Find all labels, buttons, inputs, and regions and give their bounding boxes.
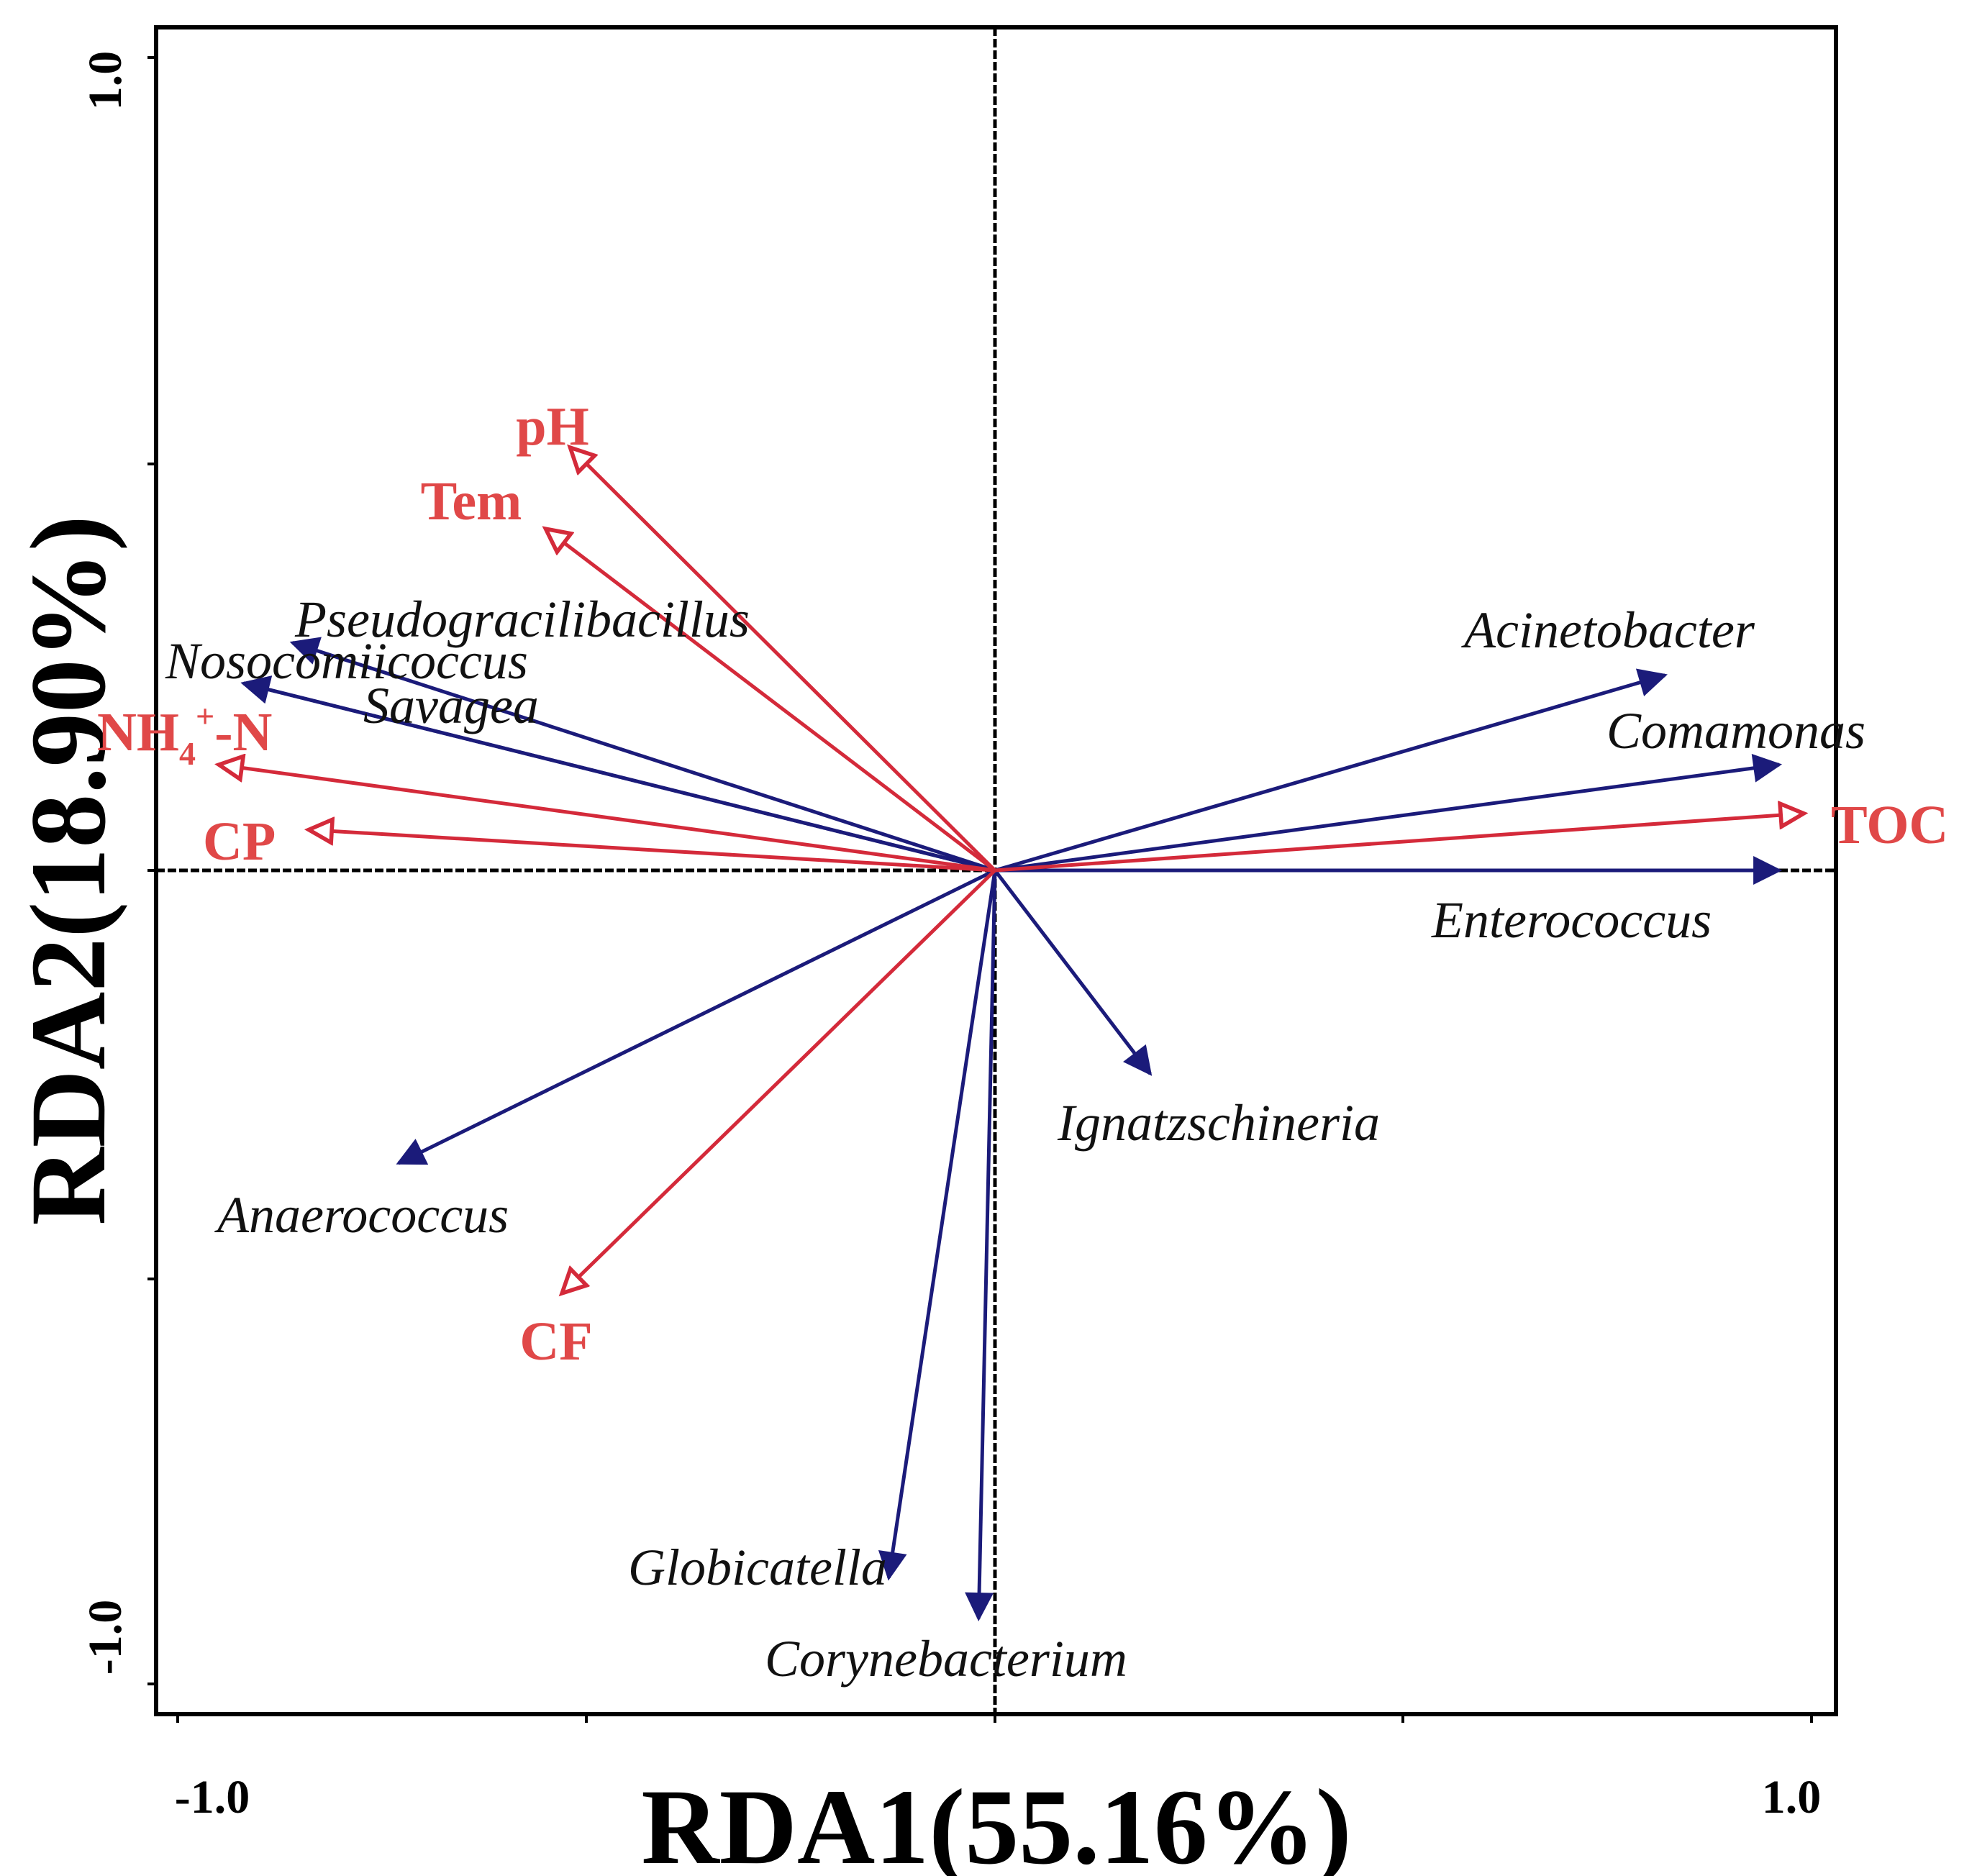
environment-labels: pH Tem NH4+-N CP TOC CF	[97, 396, 1948, 1372]
species-label-comamonas: Comamonas	[1606, 702, 1865, 760]
species-arrow-savagea	[240, 675, 996, 873]
x-axis-title: RDA1(55.16%)	[641, 1767, 1351, 1876]
species-arrow-pseudogracilibacillus	[289, 637, 996, 873]
species-label-anaerococcus: Anaerococcus	[214, 1186, 509, 1244]
y-axis-title: RDA2(18.90%)	[9, 515, 128, 1225]
species-arrow-comamonas	[994, 754, 1783, 873]
species-arrow-acinetobacter	[994, 668, 1668, 873]
y-tick-label-min: -1.0	[79, 1600, 132, 1675]
env-label-ph: pH	[516, 396, 588, 457]
y-tick-label-max: 1.0	[79, 51, 132, 111]
species-label-corynebacterium: Corynebacterium	[765, 1630, 1127, 1688]
species-arrows	[240, 637, 1783, 1622]
species-label-pseudogracilibacillus: Pseudogracilibacillus	[294, 591, 750, 648]
env-arrow-ph	[571, 447, 996, 872]
x-tick-label-max: 1.0	[1762, 1771, 1822, 1823]
species-label-globicatella: Globicatella	[628, 1539, 887, 1596]
species-arrow-globicatella	[878, 870, 997, 1581]
env-arrow-toc	[994, 814, 1804, 873]
env-label-nh4n: NH4+-N	[97, 698, 272, 772]
env-arrow-cf	[562, 869, 996, 1293]
env-label-cf: CF	[519, 1311, 592, 1372]
env-label-tem: Tem	[421, 471, 522, 532]
x-axis-ticks	[176, 1714, 1813, 1723]
y-axis-ticks	[147, 56, 156, 1685]
species-label-savagea: Savagea	[363, 677, 539, 734]
species-label-acinetobacter: Acinetobacter	[1461, 601, 1755, 659]
species-arrow-ignatzschineria	[994, 869, 1153, 1076]
env-arrow-tem	[545, 529, 996, 872]
species-arrow-corynebacterium	[965, 870, 997, 1622]
species-label-enterococcus: Enterococcus	[1431, 891, 1712, 949]
species-arrow-anaerococcus	[396, 868, 996, 1165]
species-label-nosocomiicoccus: Nosocomiicoccus	[165, 632, 528, 690]
env-label-cp: CP	[203, 811, 276, 872]
x-tick-label-min: -1.0	[175, 1771, 250, 1823]
environment-arrows	[219, 447, 1804, 1293]
species-label-ignatzschineria: Ignatzschineria	[1057, 1094, 1380, 1152]
env-arrow-cp	[309, 829, 996, 873]
species-labels: Pseudogracilibacillus Nosocomiicoccus Sa…	[165, 591, 1865, 1688]
env-arrow-nh4-n	[219, 765, 996, 873]
env-label-toc: TOC	[1831, 795, 1948, 855]
